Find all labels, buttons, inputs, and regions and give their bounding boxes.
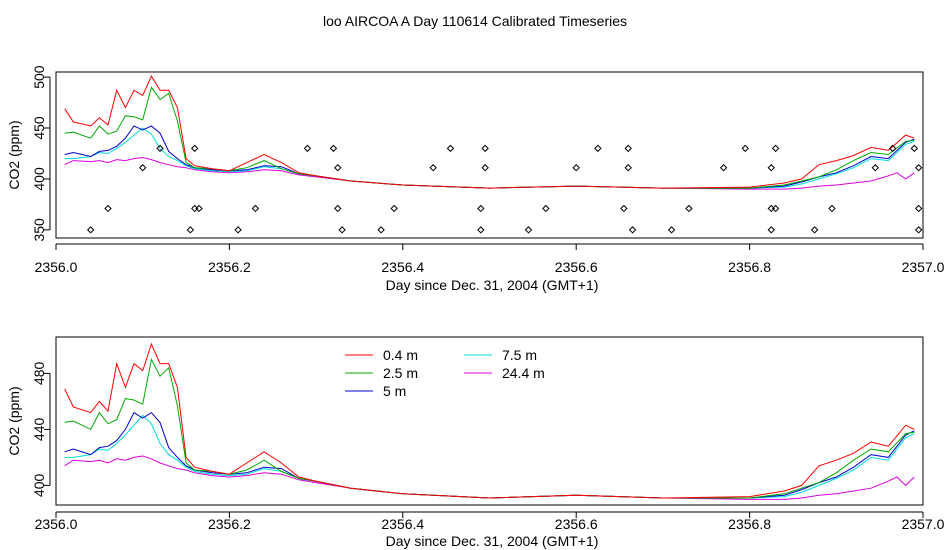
top-x-axis-label: Day since Dec. 31, 2004 (GMT+1) [386, 277, 599, 293]
y-tick-label: 450 [31, 116, 47, 140]
top-plot-frame [55, 71, 924, 239]
calibration-marker [767, 226, 775, 234]
calibration-marker [524, 226, 533, 234]
x-tick-label: 2357.0 [902, 259, 945, 275]
x-tick-label: 2356.4 [381, 259, 424, 275]
calibration-marker [771, 204, 780, 213]
calibration-marker [914, 204, 923, 213]
x-tick-label: 2356.0 [35, 259, 78, 275]
calibration-marker [594, 144, 602, 153]
calibration-marker [572, 164, 580, 172]
legend-label: 2.5 m [383, 365, 418, 381]
calibration-marker [191, 144, 199, 153]
bottom-x-axis-label: Day since Dec. 31, 2004 (GMT+1) [386, 533, 599, 549]
calibration-marker [251, 204, 260, 213]
bottom-plot-frame [55, 336, 924, 506]
calibration-marker [477, 204, 485, 213]
series-line-5-mm [64, 411, 915, 499]
x-tick-label: 2356.6 [555, 516, 598, 532]
calibration-marker [86, 226, 95, 234]
calibration-marker [104, 204, 112, 213]
x-tick-label: 2356.8 [728, 516, 771, 532]
y-tick-label: 480 [31, 362, 47, 386]
calibration-marker [771, 144, 780, 153]
legend-label: 5 m [383, 383, 406, 399]
calibration-marker [667, 226, 676, 234]
calibration-marker [767, 164, 775, 172]
series-line-5-mm [64, 125, 915, 189]
calibration-marker [390, 204, 398, 213]
series-line-7-5-mm [64, 127, 915, 189]
x-tick-label: 2356.2 [208, 516, 251, 532]
calibration-marker [828, 204, 836, 213]
calibration-marker [334, 164, 342, 172]
calibration-marker [914, 226, 923, 234]
bottom-y-axis-label: CO2 (ppm) [6, 386, 22, 455]
calibration-marker [329, 144, 338, 153]
legend-label: 7.5 m [502, 347, 537, 363]
calibration-marker [334, 204, 342, 213]
calibration-marker [624, 164, 632, 172]
calibration-marker [914, 164, 923, 172]
calibration-marker [377, 226, 385, 234]
calibration-marker [338, 226, 346, 234]
calibration-marker [620, 204, 628, 213]
calibration-marker [888, 144, 897, 153]
calibration-marker [156, 144, 164, 153]
calibration-marker [542, 204, 550, 213]
x-tick-label: 2356.0 [35, 516, 78, 532]
calibration-marker [741, 144, 749, 153]
calibration-marker [767, 204, 775, 213]
bottom-panel: Day since Dec. 31, 2004 (GMT+1) CO2 (ppm… [6, 336, 945, 549]
calibration-marker [446, 144, 455, 153]
y-tick-label: 400 [31, 474, 47, 498]
x-tick-label: 2356.4 [381, 516, 424, 532]
calibration-marker [481, 164, 489, 172]
calibration-marker [138, 164, 147, 172]
top-panel: Day since Dec. 31, 2004 (GMT+1) CO2 (ppm… [6, 65, 945, 293]
calibration-marker [303, 144, 312, 153]
calibration-marker [186, 226, 195, 234]
calibration-marker [871, 164, 880, 172]
x-tick-label: 2356.2 [208, 259, 251, 275]
calibration-marker [719, 164, 728, 172]
top-y-axis-label: CO2 (ppm) [6, 120, 22, 189]
y-tick-label: 500 [31, 65, 47, 89]
series-line-24-4-mm [64, 156, 915, 190]
series-line-2-5-mm [64, 86, 915, 189]
calibration-marker [477, 226, 485, 234]
series-line-2-5-mm [64, 357, 915, 499]
y-tick-label: 350 [31, 218, 47, 242]
calibration-marker [685, 204, 693, 213]
calibration-marker [481, 144, 489, 153]
y-tick-label: 400 [31, 167, 47, 191]
calibration-marker [234, 226, 242, 234]
series-line-0-4-mm [64, 342, 915, 499]
y-tick-label: 440 [31, 418, 47, 442]
legend-label: 0.4 m [383, 347, 418, 363]
calibration-marker [810, 226, 819, 234]
legend-label: 24.4 m [502, 365, 545, 381]
chart-title: loo AIRCOA A Day 110614 Calibrated Times… [323, 13, 627, 29]
series-line-24-4-mm [64, 455, 915, 500]
series-line-7-5-mm [64, 414, 915, 499]
calibration-marker [429, 164, 437, 172]
calibration-marker [624, 144, 632, 153]
calibration-marker [910, 144, 919, 153]
x-tick-label: 2356.8 [728, 259, 771, 275]
calibration-marker [195, 204, 203, 213]
x-tick-label: 2357.0 [902, 516, 945, 532]
series-line-0-4-mm [64, 75, 915, 189]
calibration-marker [191, 204, 199, 213]
calibration-marker [628, 226, 637, 234]
x-tick-label: 2356.6 [555, 259, 598, 275]
